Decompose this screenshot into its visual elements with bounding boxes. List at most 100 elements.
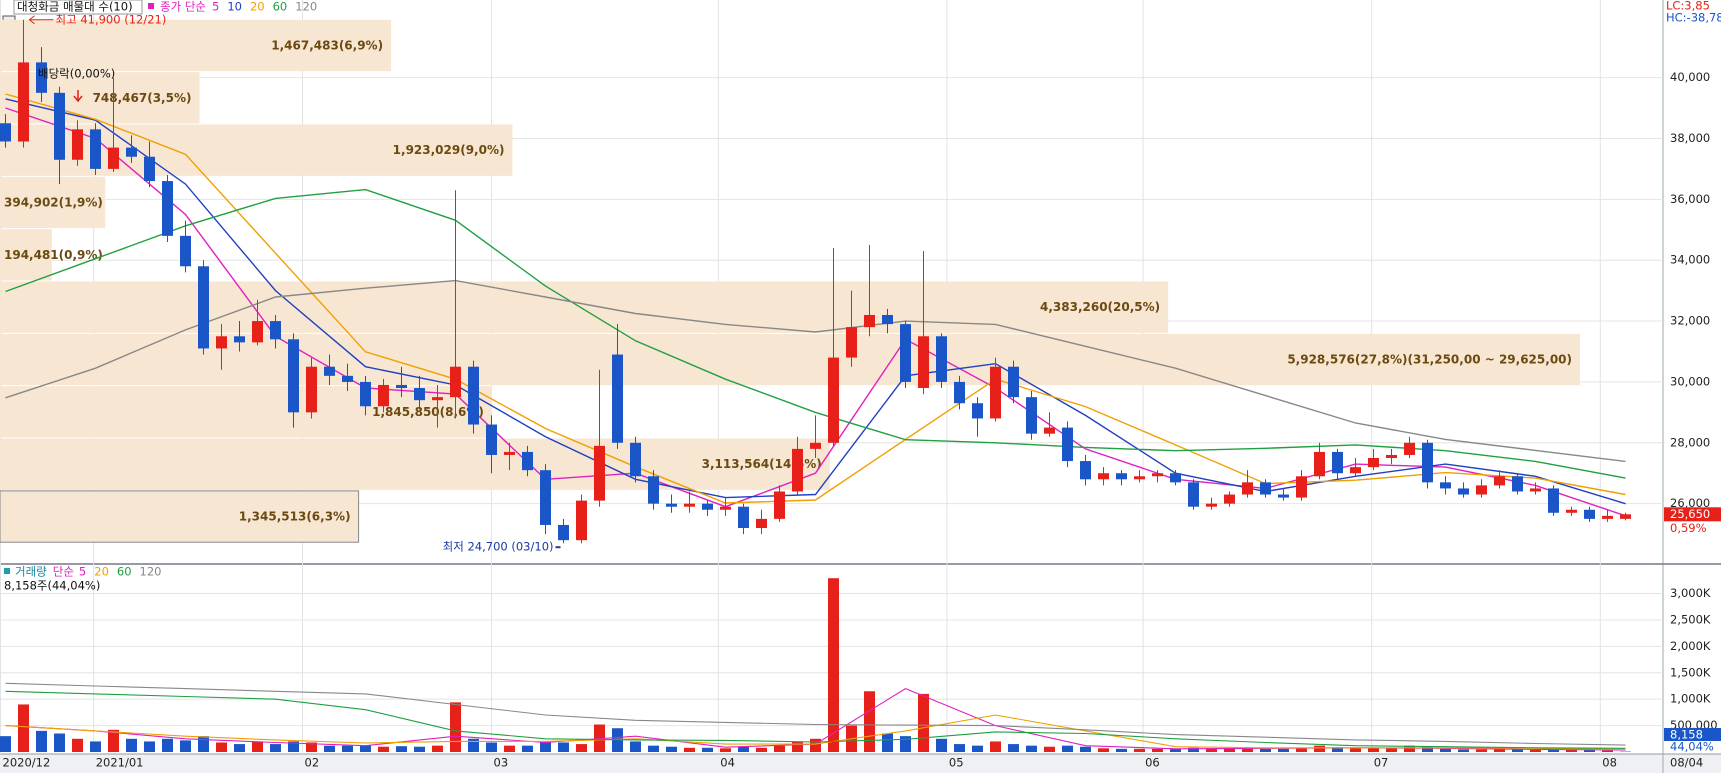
volume-bar bbox=[288, 741, 299, 752]
candle-body bbox=[1260, 482, 1271, 495]
volume-bar bbox=[774, 745, 785, 752]
volume-profile-label: 194,481(0,9%) bbox=[4, 248, 103, 262]
candle-body bbox=[792, 448, 803, 492]
candle-body bbox=[1062, 427, 1073, 462]
candle-body bbox=[648, 476, 659, 504]
volume-bar bbox=[1548, 748, 1559, 752]
volume-bar bbox=[810, 738, 821, 752]
legend-text: 거래량 bbox=[15, 565, 47, 579]
legend-text: 5 bbox=[212, 0, 219, 14]
candle-body bbox=[1098, 473, 1109, 480]
volume-profile-label: 748,467(3,5%) bbox=[93, 91, 192, 105]
candle-body bbox=[936, 336, 947, 382]
volume-bar bbox=[1098, 748, 1109, 752]
candle-body bbox=[738, 506, 749, 529]
volume-bar bbox=[1476, 749, 1487, 752]
volume-bar bbox=[792, 741, 803, 752]
legend-text: 단순 bbox=[53, 565, 74, 579]
volume-bar bbox=[0, 736, 11, 752]
volume-bar bbox=[1458, 749, 1469, 752]
volume-bar bbox=[864, 691, 875, 752]
volume-bar bbox=[1116, 748, 1127, 752]
volume-bar bbox=[468, 738, 479, 752]
volume-bar bbox=[1386, 748, 1397, 752]
volume-bar bbox=[720, 748, 731, 752]
x-tick-label: 02 bbox=[305, 756, 320, 770]
volume-profile-band bbox=[0, 490, 360, 543]
candle-body bbox=[666, 503, 677, 507]
candle-body bbox=[1476, 485, 1487, 495]
volume-bar bbox=[702, 747, 713, 752]
volume-bar bbox=[1494, 748, 1505, 752]
volume-bar bbox=[1134, 748, 1145, 752]
candle-body bbox=[1206, 503, 1217, 507]
title-box bbox=[13, 0, 143, 15]
volume-bar bbox=[126, 738, 137, 752]
volume-bar bbox=[54, 733, 65, 752]
candle-body bbox=[1566, 509, 1577, 513]
ma-line bbox=[5, 93, 1626, 504]
volume-bar bbox=[1278, 748, 1289, 752]
volume-bar bbox=[1602, 750, 1613, 752]
candle-body bbox=[630, 442, 641, 477]
volume-profile-label: 1,845,850(8,6%) bbox=[372, 405, 484, 419]
ma-line bbox=[5, 682, 1626, 746]
candle-body bbox=[918, 336, 929, 389]
candle-body bbox=[522, 451, 533, 471]
volume-profile-label: 1,345,513(6,3%) bbox=[239, 510, 351, 524]
candle-body bbox=[1314, 451, 1325, 477]
legend-swatch bbox=[4, 568, 10, 574]
volume-profile-label: 394,902(1,9%) bbox=[4, 195, 103, 209]
x-tick-label: 03 bbox=[494, 756, 509, 770]
candle-body bbox=[0, 123, 11, 142]
legend-text: 120 bbox=[140, 565, 162, 579]
candle-body bbox=[36, 62, 47, 93]
volume-bar bbox=[666, 746, 677, 752]
candle-body bbox=[468, 366, 479, 425]
volume-bar bbox=[450, 702, 461, 752]
volume-bar bbox=[252, 741, 263, 752]
y-tick-label: 38,000 bbox=[1670, 131, 1710, 145]
candle-body bbox=[1512, 476, 1523, 492]
volume-bar bbox=[486, 742, 497, 752]
candle-body bbox=[1296, 476, 1307, 498]
candle-body bbox=[1044, 427, 1055, 434]
legend-text: 120 bbox=[295, 0, 317, 14]
last-price-label: 25,650 bbox=[1670, 507, 1710, 521]
volume-bar bbox=[396, 746, 407, 752]
x-tick-label: 07 bbox=[1374, 756, 1389, 770]
volume-bar bbox=[1368, 748, 1379, 752]
legend-text: 5 bbox=[79, 565, 86, 579]
candle-body bbox=[126, 147, 137, 157]
y-tick-label: 32,000 bbox=[1670, 314, 1710, 328]
candle-body bbox=[450, 366, 461, 398]
candle-body bbox=[1008, 366, 1019, 398]
candle-body bbox=[540, 470, 551, 525]
volume-bar bbox=[36, 730, 47, 752]
dividend-arrow bbox=[73, 90, 83, 103]
y-tick-label: 28,000 bbox=[1670, 435, 1710, 449]
candle-body bbox=[1440, 482, 1451, 489]
volume-profile-band bbox=[0, 229, 52, 281]
candle-body bbox=[810, 442, 821, 449]
volume-bar bbox=[1314, 745, 1325, 752]
candle-body bbox=[108, 147, 119, 169]
candle-body bbox=[972, 403, 983, 419]
candle-body bbox=[1242, 482, 1253, 495]
candle-body bbox=[1080, 461, 1091, 480]
volume-bar bbox=[1260, 748, 1271, 752]
candle-body bbox=[180, 235, 191, 267]
candle-body bbox=[1188, 482, 1199, 507]
candle-body bbox=[288, 339, 299, 413]
volume-bar bbox=[936, 738, 947, 752]
volume-profile-label: 4,383,260(20,5%) bbox=[1040, 300, 1160, 314]
candle-body bbox=[828, 357, 839, 443]
candle-body bbox=[414, 388, 425, 401]
candle-body bbox=[54, 92, 65, 160]
candle-body bbox=[1224, 494, 1235, 504]
volume-bar bbox=[108, 729, 119, 752]
volume-bar bbox=[1512, 749, 1523, 752]
candle-body bbox=[378, 384, 389, 407]
volume-bar bbox=[360, 745, 371, 752]
legend-text: 대청화금 매물대 수(10) bbox=[17, 0, 133, 14]
